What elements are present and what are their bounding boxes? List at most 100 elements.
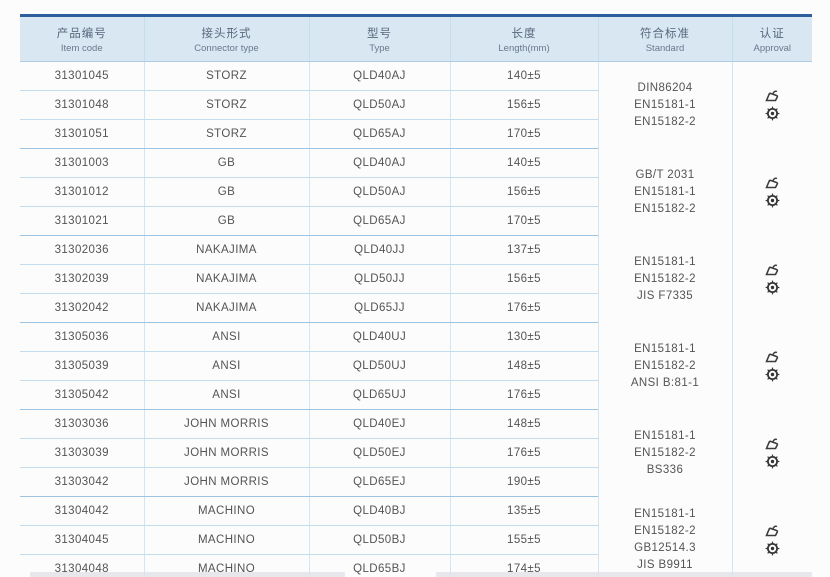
connector-type-cell: MACHINO (143, 496, 309, 526)
standard-cell: GB/T 2031 EN15181-1 EN15182-2 (597, 148, 732, 236)
item-code-cell: 31304042 (20, 496, 144, 526)
table-row: 31301045 STORZ QLD40AJ 140±5 DIN86204 EN… (20, 61, 812, 149)
standard-cell: EN15181-1 EN15182-2 GB12514.3 JIS B9911 (597, 496, 732, 577)
length-cell: 176±5 (449, 293, 598, 323)
length-cell: 156±5 (449, 177, 598, 207)
col-header-length-en: Length(mm) (498, 42, 550, 54)
col-header-type-en: Type (369, 42, 390, 54)
length-cell: 137±5 (449, 235, 598, 265)
certificate-icon (733, 437, 813, 451)
certificate-icon (733, 350, 813, 364)
item-code-cell: 31301048 (20, 90, 144, 120)
wheelmark-icon (733, 280, 813, 295)
standard-line: EN15182-2 (634, 446, 696, 459)
approval-cell (731, 409, 813, 497)
connector-type-cell: ANSI (143, 351, 309, 381)
connector-type-cell: JOHN MORRIS (143, 409, 309, 439)
table-row: 31304042 MACHINO QLD40BJ 135±5 EN15181-1… (20, 496, 812, 577)
certificate-icon (733, 263, 813, 277)
table-row: 31302042 NAKAJIMA QLD65JJ 176±5 (20, 293, 812, 323)
standard-cell: DIN86204 EN15181-1 EN15182-2 (597, 61, 732, 149)
connector-type-cell: NAKAJIMA (143, 264, 309, 294)
item-code-cell: 31301012 (20, 177, 144, 207)
table-row: 31301003 GB QLD40AJ 140±5 GB/T 2031 EN15… (20, 148, 812, 236)
connector-type-cell: MACHINO (143, 525, 309, 555)
col-header-approval-en: Approval (753, 42, 792, 54)
wheelmark-icon (733, 541, 813, 556)
connector-type-cell: STORZ (143, 90, 309, 120)
table-row: 31305036 ANSI QLD40UJ 130±5 EN15181-1 EN… (20, 322, 812, 410)
col-header-connector-type-zh: 接头形式 (201, 27, 252, 40)
col-header-connector-type: 接头形式 Connector type (143, 15, 309, 62)
type-cell: QLD50AJ (308, 90, 450, 120)
col-header-item-code: 产品编号 Item code (20, 15, 144, 62)
standard-line: ANSI B:81-1 (630, 376, 700, 389)
length-cell: 140±5 (449, 61, 598, 91)
connector-type-cell: GB (143, 177, 309, 207)
standard-line: EN15181-1 (634, 429, 696, 442)
standard-line: GB12514.3 (634, 541, 696, 554)
wheelmark-icon (733, 454, 813, 469)
standard-line: EN15182-2 (634, 359, 696, 372)
type-cell: QLD65AJ (308, 206, 450, 236)
standard-cell: EN15181-1 EN15182-2 ANSI B:81-1 (597, 322, 732, 410)
connector-type-cell: JOHN MORRIS (143, 467, 309, 497)
type-cell: QLD50UJ (308, 351, 450, 381)
wheelmark-icon (733, 367, 813, 382)
col-header-approval-zh: 认证 (759, 27, 785, 40)
connector-type-cell: GB (143, 206, 309, 236)
item-code-cell: 31303042 (20, 467, 144, 497)
type-cell: QLD40UJ (308, 322, 450, 352)
header-row: 产品编号 Item code 接头形式 Connector type 型号 Type … (20, 15, 812, 62)
length-cell: 176±5 (449, 380, 598, 410)
product-table: 产品编号 Item code 接头形式 Connector type 型号 Type … (20, 14, 812, 577)
approval-cell (731, 61, 813, 149)
connector-type-cell: NAKAJIMA (143, 235, 309, 265)
item-code-cell: 31305039 (20, 351, 144, 381)
length-cell: 156±5 (449, 90, 598, 120)
wheelmark-icon (733, 193, 813, 208)
table-row: 31305042 ANSI QLD65UJ 176±5 (20, 380, 812, 410)
col-header-standard-zh: 符合标准 (640, 27, 690, 40)
length-cell: 148±5 (449, 409, 598, 439)
table-row: 31303036 JOHN MORRIS QLD40EJ 148±5 EN151… (20, 409, 812, 497)
cutoff-content-left (30, 572, 345, 577)
col-header-approval: 认证 Approval (731, 15, 812, 62)
type-cell: QLD50JJ (308, 264, 450, 294)
col-header-type: 型号 Type (308, 15, 450, 62)
table-row: 31303042 JOHN MORRIS QLD65EJ 190±5 (20, 467, 812, 497)
standard-line: EN15181-1 (634, 185, 696, 198)
cutoff-content-right (436, 572, 812, 577)
certificate-icon (733, 89, 813, 103)
col-header-standard-en: Standard (645, 42, 685, 54)
standard-line: EN15182-2 (634, 202, 696, 215)
standard-line: DIN86204 (637, 81, 693, 94)
col-header-item-code-zh: 产品编号 (56, 27, 107, 40)
length-cell: 140±5 (449, 148, 598, 178)
standard-line: EN15181-1 (634, 98, 696, 111)
col-header-length: 长度 Length(mm) (449, 15, 598, 62)
standard-line: GB/T 2031 (635, 168, 695, 181)
standard-line: EN15182-2 (634, 115, 696, 128)
standard-line: EN15181-1 (634, 507, 696, 520)
item-code-cell: 31302039 (20, 264, 144, 294)
connector-type-cell: GB (143, 148, 309, 178)
standard-line: BS336 (646, 463, 684, 476)
type-cell: QLD40AJ (308, 148, 450, 178)
table-row: 31301048 STORZ QLD50AJ 156±5 (20, 90, 812, 120)
length-cell: 170±5 (449, 206, 598, 236)
table-row: 31302036 NAKAJIMA QLD40JJ 137±5 EN15181-… (20, 235, 812, 323)
connector-type-cell: JOHN MORRIS (143, 438, 309, 468)
type-cell: QLD65UJ (308, 380, 450, 410)
item-code-cell: 31301045 (20, 61, 144, 91)
table-row: 31302039 NAKAJIMA QLD50JJ 156±5 (20, 264, 812, 294)
standard-line: JIS F7335 (636, 289, 694, 302)
type-cell: QLD65EJ (308, 467, 450, 497)
connector-type-cell: STORZ (143, 61, 309, 91)
type-cell: QLD50EJ (308, 438, 450, 468)
length-cell: 135±5 (449, 496, 598, 526)
col-header-standard: 符合标准 Standard (597, 15, 732, 62)
approval-cell (731, 148, 813, 236)
wheelmark-icon (733, 106, 813, 121)
